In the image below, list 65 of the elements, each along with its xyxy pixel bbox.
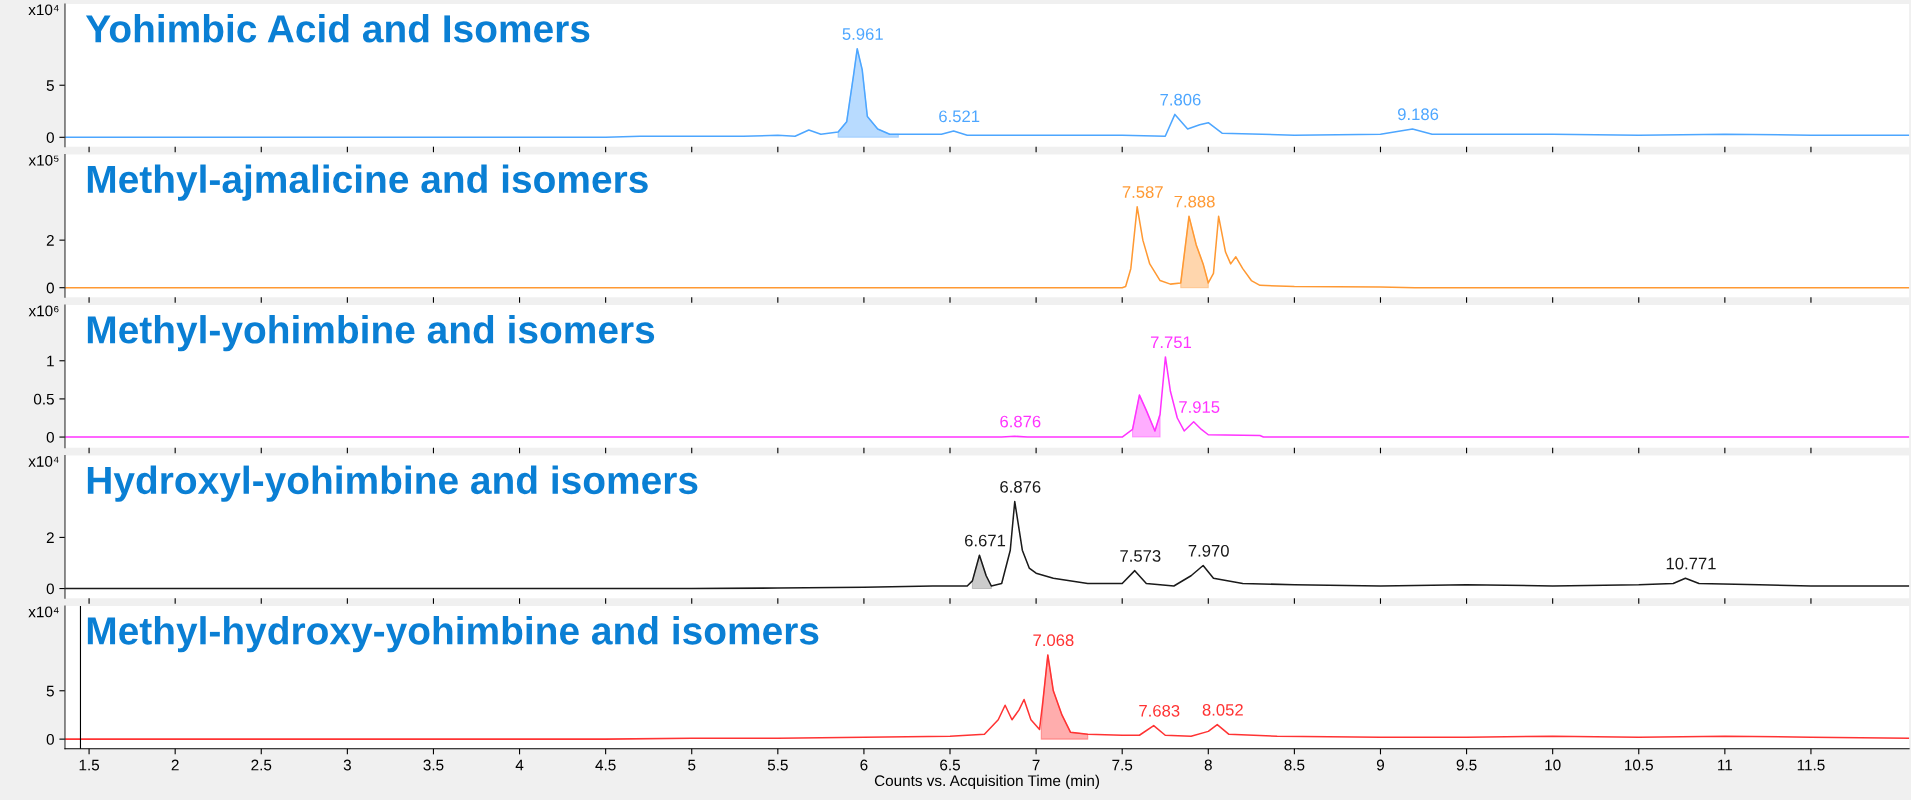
x-tick-label: 11.5 — [1797, 759, 1825, 771]
x-tick-label: 11 — [1718, 759, 1733, 771]
x-tick-label: 6 — [860, 759, 868, 771]
x-tick-label: 5 — [688, 759, 696, 771]
x-tick-label: 6.5 — [940, 759, 960, 771]
annotation: 5.961 — [842, 28, 883, 40]
y-tick-label: 0 — [46, 132, 54, 143]
line-series — [64, 206, 1910, 289]
x-tick-label: 8.5 — [1284, 759, 1305, 771]
annotation: 7.573 — [1120, 550, 1161, 562]
annotation: 7.970 — [1188, 544, 1229, 557]
y-tick-label: 5 — [46, 685, 54, 697]
x-tick-label: 4 — [515, 759, 524, 771]
x-tick-label: 5.5 — [767, 759, 788, 771]
x-tick-label: 1.5 — [79, 759, 100, 771]
annotation: 10.771 — [1666, 557, 1716, 570]
chart-title: Hydroxyl-yohimbine and isomers — [87, 465, 698, 502]
y-tick-label: 5 — [46, 80, 54, 91]
y-tick-label: 0 — [46, 583, 54, 595]
x-tick-label: 3.5 — [423, 759, 444, 771]
x-tick-label: 3 — [343, 759, 351, 771]
y-tick-label: 2 — [46, 532, 54, 543]
annotation: 7.888 — [1174, 195, 1215, 208]
y-tick-label: 1 — [47, 355, 54, 367]
x-axis-title: Counts vs. Acquisition Time (min) — [874, 774, 1100, 790]
y-axis-title: x10⁶ — [28, 305, 59, 317]
chart-title: Yohimbic Acid and Isomers — [85, 13, 590, 43]
line-series — [64, 654, 1910, 740]
y-tick-label: 0 — [46, 431, 54, 443]
y-tick-label: 2 — [46, 235, 54, 246]
chart-title: Methyl-yohimbine and isomers — [87, 315, 655, 352]
x-tick-label: 9.5 — [1456, 759, 1477, 771]
annotation: 7.068 — [1033, 634, 1074, 647]
x-tick-label: 9 — [1376, 759, 1384, 771]
x-tick-label: 7 — [1032, 759, 1040, 771]
line-series — [64, 48, 1910, 139]
annotation: 7.587 — [1122, 186, 1163, 198]
y-axis-title: x10⁴ — [28, 4, 59, 16]
x-tick-label: 7.5 — [1112, 759, 1133, 771]
x-tick-label: 2 — [171, 759, 179, 771]
annotation: 6.876 — [1000, 415, 1041, 428]
annotation: 6.876 — [1000, 480, 1041, 493]
annotation: 8.052 — [1202, 703, 1243, 716]
annotation: 7.806 — [1160, 93, 1201, 106]
y-axis-title: x10⁵ — [28, 154, 59, 166]
annotation: 6.521 — [939, 110, 980, 123]
x-tick-label: 2.5 — [251, 759, 272, 771]
annotation: 7.751 — [1150, 336, 1192, 349]
annotation: 7.683 — [1139, 704, 1180, 717]
annotation: 6.671 — [965, 534, 1006, 547]
annotation: 9.186 — [1397, 108, 1439, 121]
line-series — [64, 500, 1910, 590]
x-tick-label: 10.5 — [1625, 759, 1653, 771]
y-tick-label: 0 — [46, 282, 54, 294]
chart-title: Methyl-hydroxy-yohimbine and isomers — [87, 616, 819, 653]
x-tick-label: 8 — [1204, 759, 1212, 771]
y-axis-title: x10⁴ — [28, 455, 59, 467]
line-series — [64, 356, 1910, 438]
y-axis-title: x10⁴ — [28, 606, 59, 618]
y-tick-label: 0.5 — [33, 393, 54, 405]
y-tick-label: 0 — [46, 733, 54, 745]
chart-title: Methyl-ajmalicine and isomers — [87, 164, 648, 201]
x-tick-label: 10 — [1545, 759, 1561, 771]
x-tick-label: 4.5 — [595, 759, 616, 771]
annotation: 7.915 — [1179, 401, 1220, 413]
